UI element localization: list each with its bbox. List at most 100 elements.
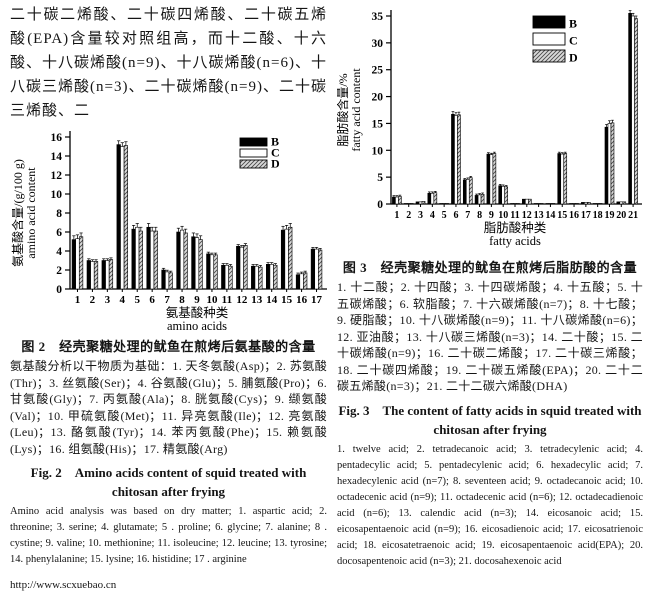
svg-text:0: 0 (377, 199, 383, 211)
y-axis-label-en: amino acid content (24, 167, 38, 259)
svg-text:10: 10 (51, 189, 63, 201)
figure3-caption-en-line2: chitosan after frying (433, 421, 547, 437)
svg-text:9: 9 (194, 294, 200, 306)
axes (390, 10, 642, 205)
figure3-notes-en: 1. twelve acid; 2. tetradecanoic acid; 3… (337, 443, 643, 567)
intro-paragraph: 二十碳二烯酸、二十碳四烯酸、二十碳五烯酸(EPA)含量较对照组高，而十二酸、十六… (10, 7, 327, 119)
legend-swatch-D (239, 159, 268, 169)
svg-text:5: 5 (442, 210, 447, 221)
legend-swatch-B (532, 15, 566, 29)
svg-text:15: 15 (372, 118, 384, 130)
svg-text:11: 11 (222, 294, 232, 306)
svg-text:1: 1 (75, 294, 81, 306)
figure2-notes-zh: 氨基酸分析以干物质为基础：1. 天冬氨酸(Asp)；2. 苏氨酸(Thr)；3.… (10, 359, 327, 456)
legend-swatch-B (239, 137, 268, 147)
legend: BCD (532, 15, 578, 65)
x-axis-label-zh: 氨基酸种类 (166, 305, 229, 320)
figure2-caption-en-line2: chitosan after frying (111, 484, 226, 499)
svg-text:14: 14 (266, 294, 278, 306)
legend-label-C: C (271, 146, 280, 160)
svg-text:6: 6 (149, 294, 155, 306)
legend-swatch-D (532, 49, 566, 63)
x-axis-label-en: fatty acids (489, 234, 541, 248)
x-ticks: 1 2 3 4 5 6 7 8 9 10 11 12 13 14 15 16 17 18 19 20 21 (394, 204, 638, 221)
svg-text:8: 8 (477, 210, 482, 221)
figure2-caption-zh: 图 2 经壳聚糖处理的鱿鱼在煎烤后氨基酸的含量 (21, 339, 316, 354)
svg-text:7: 7 (465, 210, 470, 221)
right-column: 0 5 10 15 20 25 30 35 1 2 3 4 5 6 7 8 9 10 11 12 13 14 15 16 17 1… (337, 2, 643, 570)
legend-label-D: D (271, 157, 280, 171)
x-axis-label-zh: 脂肪酸种类 (484, 220, 547, 235)
bars-series-C (75, 142, 319, 290)
svg-text:16: 16 (296, 294, 308, 306)
svg-text:3: 3 (418, 210, 423, 221)
x-ticks: 1 2 3 4 5 6 7 8 9 10 11 12 13 14 15 16 17 (75, 289, 323, 306)
bars-series-C (395, 12, 635, 205)
legend: BCD (239, 135, 280, 171)
legend-label-D: D (569, 51, 578, 65)
figure2-notes-en: Amino acid analysis was based on dry mat… (10, 506, 327, 565)
svg-text:16: 16 (51, 132, 63, 144)
y-ticks: 0 5 10 15 20 25 30 35 (372, 11, 391, 211)
svg-text:13: 13 (251, 294, 263, 306)
svg-text:18: 18 (593, 210, 603, 221)
legend-swatch-C (532, 32, 566, 46)
svg-text:2: 2 (90, 294, 96, 306)
svg-text:12: 12 (236, 294, 248, 306)
svg-text:9: 9 (489, 210, 494, 221)
svg-text:8: 8 (179, 294, 185, 306)
svg-text:12: 12 (522, 210, 532, 221)
svg-text:14: 14 (51, 151, 63, 163)
svg-text:2: 2 (56, 265, 62, 277)
svg-text:6: 6 (453, 210, 458, 221)
svg-text:4: 4 (56, 246, 62, 258)
y-ticks: 0 2 4 6 8 10 12 14 16 (51, 132, 70, 296)
svg-text:10: 10 (498, 210, 508, 221)
y-axis-label-zh: 脂肪酸含量/% (337, 73, 350, 146)
svg-text:8: 8 (56, 208, 62, 220)
figure2-caption-en: Fig. 2 Amino acids content of squid trea… (10, 463, 327, 501)
figure3-notes-zh: 1. 十二酸；2. 十四酸；3. 十四碳烯酸；4. 十五酸；5. 十五碳烯酸；6… (337, 280, 643, 393)
y-axis-label-en: fatty acid content (349, 68, 363, 152)
svg-text:10: 10 (206, 294, 218, 306)
figure2-caption-en-line1: Fig. 2 Amino acids content of squid trea… (30, 465, 307, 480)
svg-text:30: 30 (372, 38, 384, 50)
svg-text:15: 15 (281, 294, 293, 306)
legend-label-B: B (569, 17, 577, 31)
svg-text:2: 2 (406, 210, 411, 221)
svg-text:14: 14 (545, 210, 555, 221)
svg-text:16: 16 (569, 210, 579, 221)
legend-swatch-C (239, 148, 268, 158)
left-column: 二十碳二烯酸、二十碳四烯酸、二十碳五烯酸(EPA)含量较对照组高，而十二酸、十六… (10, 0, 327, 591)
svg-text:19: 19 (604, 210, 614, 221)
svg-text:20: 20 (372, 92, 384, 104)
svg-text:5: 5 (377, 172, 383, 184)
bars-series-D (78, 141, 323, 290)
svg-text:4: 4 (120, 294, 126, 306)
svg-text:3: 3 (105, 294, 111, 306)
svg-text:35: 35 (372, 11, 384, 23)
svg-text:10: 10 (372, 145, 384, 157)
svg-text:7: 7 (164, 294, 170, 306)
svg-text:17: 17 (581, 210, 591, 221)
svg-text:5: 5 (134, 294, 140, 306)
bars-series-B (392, 10, 632, 205)
svg-text:6: 6 (56, 227, 62, 239)
y-axis-label-zh: 氨基酸含量/(g/100 g) (10, 159, 25, 267)
paper-page: 二十碳二烯酸、二十碳四烯酸、二十碳五烯酸(EPA)含量较对照组高，而十二酸、十六… (10, 2, 643, 591)
legend-label-B: B (271, 135, 279, 149)
figure3-caption-en-line1: Fig. 3 The content of fatty acids in squ… (338, 402, 642, 418)
svg-text:12: 12 (51, 170, 63, 182)
svg-text:21: 21 (628, 210, 638, 221)
x-axis-label-en: amino acids (167, 319, 227, 331)
svg-text:15: 15 (557, 210, 567, 221)
svg-text:4: 4 (430, 210, 435, 221)
svg-text:0: 0 (56, 284, 62, 296)
journal-url-link[interactable]: http://www.scxuebao.cn (10, 579, 117, 591)
figure3-caption-en: Fig. 3 The content of fatty acids in squ… (337, 401, 643, 439)
svg-text:25: 25 (372, 65, 384, 77)
svg-text:11: 11 (510, 210, 519, 221)
svg-text:13: 13 (534, 210, 544, 221)
